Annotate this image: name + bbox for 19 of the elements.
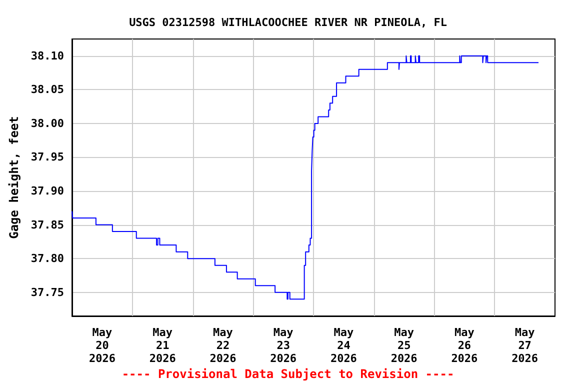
x-tick-label: May 23 2026 bbox=[270, 326, 297, 365]
y-tick-label: 37.75 bbox=[30, 286, 64, 299]
text: ---- Provisional Data Subject to Revision ---- bbox=[122, 367, 454, 381]
y-axis-title: Gage height, feet bbox=[7, 116, 21, 239]
y-tick-label: 37.90 bbox=[30, 184, 64, 198]
y-tick-label: 37.80 bbox=[30, 252, 64, 266]
x-tick-label: May 22 2026 bbox=[210, 326, 237, 365]
y-tick-label: 38.00 bbox=[30, 116, 64, 130]
x-tick-label: May 25 2026 bbox=[390, 326, 418, 365]
x-tick-label: May 21 2026 bbox=[149, 326, 176, 365]
x-tick-label: May 24 2026 bbox=[330, 326, 358, 365]
y-tick-label: 37.85 bbox=[30, 218, 64, 232]
y-tick-label: 37.95 bbox=[30, 150, 64, 164]
chart-title: USGS 02312598 WITHLACOOCHEE RIVER NR PINEOLA, FL bbox=[129, 16, 448, 29]
y-tick-label: 38.05 bbox=[30, 83, 64, 96]
y-tick-label: 38.10 bbox=[30, 49, 64, 62]
x-tick-label: May 27 2026 bbox=[512, 326, 538, 365]
x-tick-label: May 20 2026 bbox=[88, 326, 116, 365]
x-tick-label: May 26 2026 bbox=[451, 326, 478, 365]
